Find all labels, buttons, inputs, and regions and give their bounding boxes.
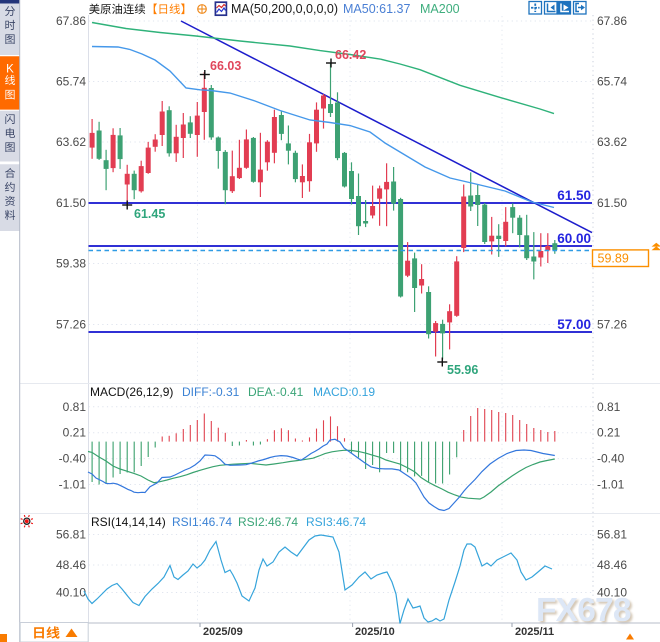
svg-text:RSI1:46.74: RSI1:46.74: [172, 515, 232, 529]
svg-text:63.62: 63.62: [597, 135, 627, 149]
svg-text:-1.01: -1.01: [59, 478, 87, 492]
svg-text:56.81: 56.81: [597, 528, 627, 542]
svg-text:63.62: 63.62: [56, 135, 86, 149]
svg-text:40.10: 40.10: [597, 586, 627, 600]
svg-text:57.00: 57.00: [557, 317, 591, 332]
svg-text:2025/09: 2025/09: [203, 626, 243, 638]
svg-text:0.81: 0.81: [597, 400, 621, 414]
svg-text:K: K: [6, 64, 14, 76]
svg-text:MACD(26,12,9): MACD(26,12,9): [90, 385, 173, 399]
svg-text:RSI(14,14,14): RSI(14,14,14): [91, 515, 166, 529]
svg-text:DEA:-0.41: DEA:-0.41: [248, 385, 304, 399]
svg-text:56.81: 56.81: [56, 528, 86, 542]
svg-text:61.50: 61.50: [557, 188, 591, 203]
svg-text:61.45: 61.45: [134, 207, 165, 221]
svg-text:MA200: MA200: [420, 2, 460, 16]
svg-text:61.50: 61.50: [597, 196, 627, 210]
svg-text:55.96: 55.96: [447, 363, 478, 377]
svg-text:40.10: 40.10: [56, 586, 86, 600]
svg-text:-0.40: -0.40: [59, 452, 87, 466]
svg-text:66.03: 66.03: [210, 59, 241, 73]
svg-text:67.86: 67.86: [597, 14, 627, 28]
svg-text:59.89: 59.89: [598, 252, 629, 266]
svg-text:MA(50,200,0,0,0,0): MA(50,200,0,0,0,0): [231, 2, 338, 16]
svg-text:0.21: 0.21: [597, 426, 621, 440]
svg-text:66.42: 66.42: [335, 48, 366, 62]
svg-text:-0.40: -0.40: [597, 452, 625, 466]
svg-text:67.86: 67.86: [56, 14, 86, 28]
svg-text:65.74: 65.74: [597, 75, 627, 89]
svg-text:MACD:0.19: MACD:0.19: [313, 385, 375, 399]
svg-text:65.74: 65.74: [56, 75, 86, 89]
svg-text:RSI2:46.74: RSI2:46.74: [238, 515, 298, 529]
svg-text:0.81: 0.81: [63, 400, 87, 414]
svg-text:57.26: 57.26: [597, 318, 627, 332]
svg-text:60.00: 60.00: [557, 231, 591, 246]
svg-text:0.21: 0.21: [63, 426, 87, 440]
svg-text:2025/11: 2025/11: [515, 626, 554, 638]
svg-text:61.50: 61.50: [56, 196, 86, 210]
svg-text:48.46: 48.46: [56, 558, 86, 572]
svg-text:2025/10: 2025/10: [355, 626, 395, 638]
svg-text:-1.01: -1.01: [597, 478, 625, 492]
svg-text:48.46: 48.46: [597, 558, 627, 572]
svg-text:59.38: 59.38: [56, 257, 86, 271]
svg-text:DIFF:-0.31: DIFF:-0.31: [182, 385, 240, 399]
svg-text:MA50:61.37: MA50:61.37: [343, 2, 410, 16]
svg-text:RSI3:46.74: RSI3:46.74: [306, 515, 366, 529]
svg-text:57.26: 57.26: [56, 318, 86, 332]
